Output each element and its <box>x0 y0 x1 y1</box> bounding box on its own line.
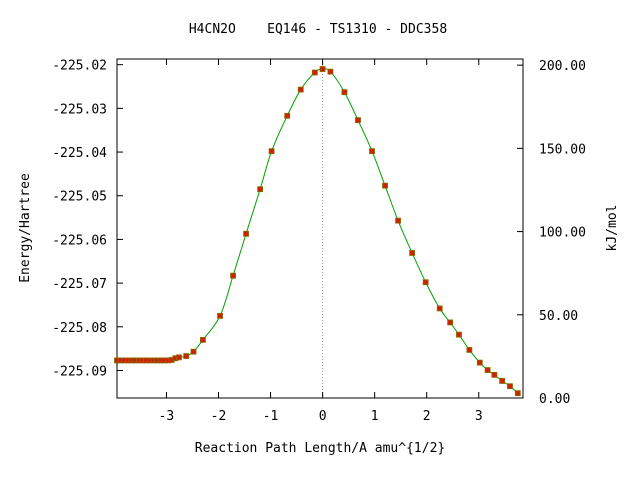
y2-axis-label: kJ/mol <box>605 205 620 252</box>
y-tick-label: -225.09 <box>52 364 107 379</box>
y-tick-label: -225.06 <box>52 233 107 248</box>
x-tick-label: -3 <box>159 409 175 424</box>
data-point <box>476 359 483 366</box>
y2-tick-label: 50.00 <box>539 309 578 324</box>
data-point <box>395 217 401 224</box>
data-point <box>199 336 206 343</box>
y2-tick-label: 200.00 <box>539 59 586 74</box>
data-point <box>466 347 473 353</box>
data-point <box>507 383 513 390</box>
data-point <box>230 272 236 279</box>
data-point <box>257 186 264 193</box>
plot-frame <box>116 58 524 399</box>
y-tick-label: -225.04 <box>52 146 107 161</box>
y-tick-label: -225.03 <box>52 102 107 117</box>
data-point <box>319 66 326 72</box>
data-point <box>176 354 182 361</box>
curve-layer <box>117 68 519 394</box>
y2-tick-label: 100.00 <box>539 226 586 241</box>
data-point <box>514 390 521 397</box>
data-point <box>217 312 223 319</box>
data-point <box>491 371 498 378</box>
data-point <box>484 367 491 373</box>
x-tick-label: 2 <box>423 409 431 424</box>
y-tick-label: -225.02 <box>52 59 107 74</box>
data-point <box>284 112 291 119</box>
data-point <box>409 250 416 256</box>
y-tick-label: -225.07 <box>52 277 107 292</box>
y-tick-label: -225.08 <box>52 321 107 336</box>
x-axis-ticks: -3 -2 -1 0 1 2 3 <box>159 59 483 424</box>
data-point <box>268 148 275 155</box>
data-point <box>382 182 388 189</box>
y-axis-label: Energy/Hartree <box>18 173 33 283</box>
x-tick-label: 3 <box>475 409 483 424</box>
x-tick-label: -2 <box>211 409 227 424</box>
energy-curve <box>117 68 519 394</box>
x-tick-label: -1 <box>263 409 279 424</box>
y2-axis-ticks: 0.00 50.00 100.00 150.00 200.00 <box>517 59 586 407</box>
data-point <box>447 319 454 326</box>
x-axis-label: Reaction Path Length/A amu^{1/2} <box>195 441 445 456</box>
data-point <box>341 89 348 96</box>
data-point <box>499 378 506 384</box>
data-point <box>243 230 249 237</box>
x-tick-label: 0 <box>319 409 327 424</box>
chart-title: H4CN2O EQ146 - TS1310 - DDC358 <box>189 22 447 37</box>
data-point <box>369 148 375 155</box>
y-tick-label: -225.05 <box>52 190 107 205</box>
data-point <box>190 348 197 355</box>
data-point <box>297 86 304 93</box>
data-point <box>311 69 318 76</box>
data-point <box>456 331 462 338</box>
data-point <box>422 279 429 286</box>
y-axis-ticks: -225.02 -225.03 -225.04 -225.05 -225.06 -225.… <box>52 59 123 379</box>
data-point <box>183 353 190 359</box>
y2-tick-label: 0.00 <box>539 392 570 407</box>
x-tick-label: 1 <box>371 409 379 424</box>
y2-tick-label: 150.00 <box>539 142 586 157</box>
data-point <box>327 68 334 75</box>
data-points-layer <box>114 66 521 397</box>
data-point <box>436 305 443 312</box>
data-point <box>355 117 361 124</box>
